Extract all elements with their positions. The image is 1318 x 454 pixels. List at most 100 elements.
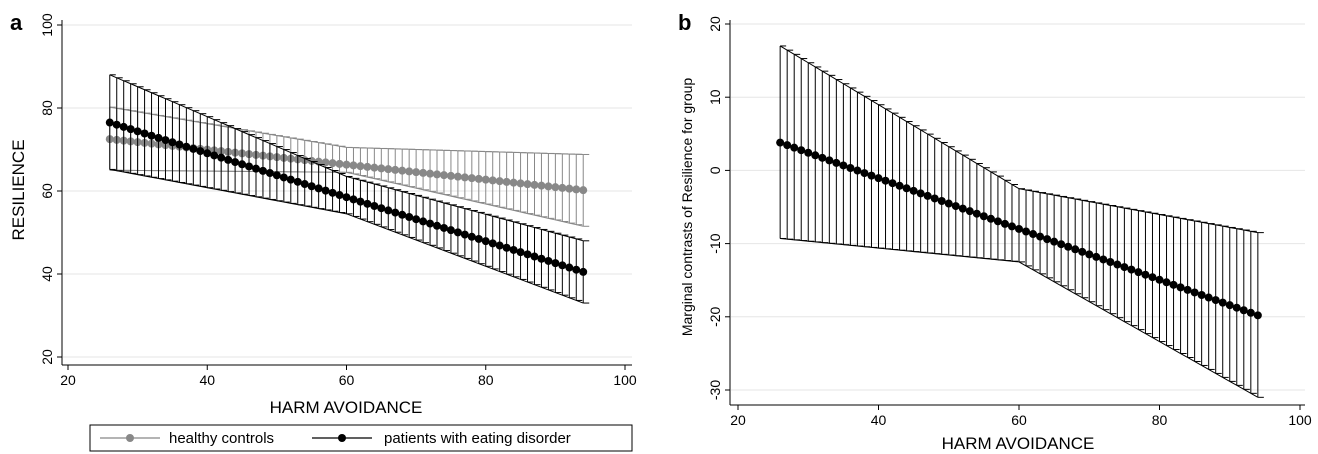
data-point <box>286 175 295 184</box>
data-point <box>342 193 351 202</box>
data-point <box>523 250 532 259</box>
data-point <box>363 162 372 171</box>
panel-b: -30 -20 -10 0 10 20 20 40 60 80 100 HARM AVOIDANCE M… <box>678 10 1312 453</box>
ci-lower-line <box>109 168 584 304</box>
data-point <box>958 204 967 213</box>
data-point <box>923 191 932 200</box>
data-point <box>867 171 876 180</box>
series-contrast <box>776 45 1264 398</box>
data-point <box>398 210 407 219</box>
data-point <box>1127 265 1136 274</box>
data-point <box>544 182 553 191</box>
x-axis-label: HARM AVOIDANCE <box>942 434 1095 453</box>
data-point <box>572 185 581 194</box>
data-point <box>300 180 309 189</box>
data-point <box>846 163 855 172</box>
data-point <box>579 186 588 195</box>
data-point <box>439 223 448 232</box>
data-point <box>558 261 567 270</box>
data-point <box>572 265 581 274</box>
legend-marker <box>338 434 346 442</box>
data-point <box>210 151 219 160</box>
y-tick-label: 20 <box>707 16 723 32</box>
data-point <box>993 217 1002 226</box>
y-tick-label: 100 <box>39 13 55 37</box>
data-point <box>460 173 469 182</box>
data-point <box>502 177 511 186</box>
data-point <box>839 161 848 170</box>
data-point <box>790 143 799 152</box>
data-point <box>391 208 400 217</box>
data-point <box>1113 260 1122 269</box>
data-point <box>433 221 442 230</box>
y-tick-label: -20 <box>707 306 723 326</box>
data-point <box>579 267 588 276</box>
y-tick-label: 20 <box>39 349 55 365</box>
ci-upper-line <box>779 45 1258 234</box>
data-point <box>1155 275 1164 284</box>
data-point <box>916 189 925 198</box>
data-point <box>168 138 177 147</box>
x-tick-label: 100 <box>613 372 637 388</box>
data-point <box>453 172 462 181</box>
x-tick-label: 60 <box>339 372 355 388</box>
data-point <box>909 186 918 195</box>
data-point <box>474 174 483 183</box>
data-point <box>516 179 525 188</box>
y-tick-label: 60 <box>39 183 55 199</box>
data-point <box>328 188 337 197</box>
data-point <box>377 164 386 173</box>
data-point <box>349 195 358 204</box>
x-tick-label: 20 <box>60 372 76 388</box>
data-point <box>279 173 288 182</box>
data-point <box>467 232 476 241</box>
data-point <box>1050 237 1059 246</box>
data-point <box>189 144 198 153</box>
y-tick-label: 80 <box>39 100 55 116</box>
data-point <box>384 165 393 174</box>
series-patients-with-eating-disorder <box>105 74 590 304</box>
y-axis-label: RESILIENCE <box>9 139 28 240</box>
data-point <box>467 174 476 183</box>
data-point <box>509 245 518 254</box>
data-point <box>811 151 820 160</box>
data-point <box>405 212 414 221</box>
x-tick-label: 80 <box>478 372 494 388</box>
panel-label: a <box>10 10 23 35</box>
data-point <box>530 252 539 261</box>
x-tick-label: 100 <box>1288 412 1312 428</box>
data-point <box>1071 245 1080 254</box>
legend-label: patients with eating disorder <box>384 430 571 447</box>
data-point <box>133 127 142 136</box>
data-point <box>175 140 184 149</box>
x-tick-label: 80 <box>1152 412 1168 428</box>
data-point <box>231 158 240 167</box>
data-point <box>1204 293 1213 302</box>
data-point <box>551 259 560 268</box>
ci-lower-line <box>780 237 1259 398</box>
data-point <box>495 177 504 186</box>
ci-lower-line <box>109 169 584 227</box>
y-axis-label: Marginal contrasts of Resilience for gro… <box>679 78 695 337</box>
data-point <box>321 158 330 167</box>
data-point <box>147 131 156 140</box>
data-point <box>544 256 553 265</box>
series-healthy-controls <box>105 106 590 227</box>
y-tick-label: 40 <box>39 266 55 282</box>
x-tick-label: 20 <box>730 412 746 428</box>
data-point <box>224 155 233 164</box>
data-point <box>776 138 785 147</box>
data-point <box>1000 219 1009 228</box>
data-point <box>1232 303 1241 312</box>
data-point <box>797 146 806 155</box>
data-point <box>112 120 121 129</box>
data-point <box>140 129 149 138</box>
ci-upper-line <box>109 74 584 242</box>
data-point <box>1134 268 1143 277</box>
data-point <box>481 237 490 246</box>
data-point <box>565 184 574 193</box>
y-tick-label: -10 <box>707 233 723 253</box>
data-point <box>119 122 128 131</box>
data-point <box>1085 250 1094 259</box>
data-point <box>930 194 939 203</box>
